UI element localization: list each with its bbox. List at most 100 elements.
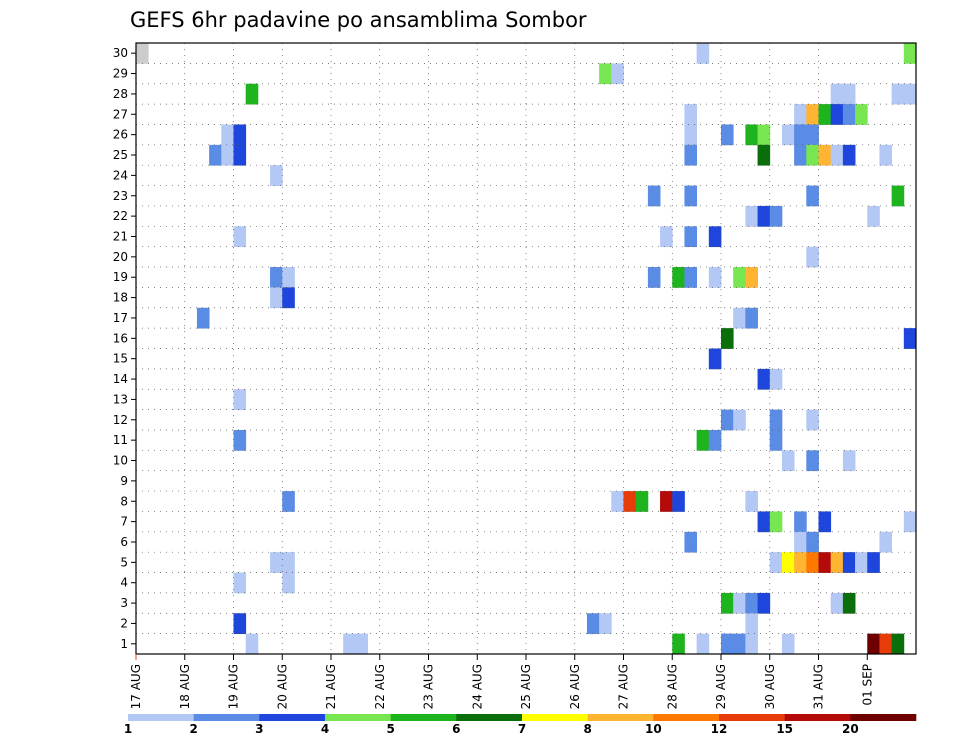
heatmap-cell (830, 552, 844, 573)
colorbar-swatch (719, 714, 785, 721)
heatmap-cell (794, 124, 807, 146)
heatmap-cell (136, 43, 149, 64)
heatmap-cell (818, 552, 832, 573)
heatmap-cell (757, 144, 771, 166)
heatmap-cells (136, 43, 917, 655)
heatmap-cell (745, 205, 758, 227)
heatmap-cell (708, 267, 722, 288)
colorbar-swatch (784, 714, 851, 721)
heatmap-cell (781, 552, 795, 573)
heatmap-cell (684, 267, 698, 288)
colorbar-legend: 1 2 3 4 5 6 7 8 10 12 15 20 (124, 714, 917, 736)
heatmap-cell (830, 83, 844, 105)
heatmap-cell (233, 124, 247, 146)
y-tick-label: 21 (113, 229, 128, 243)
y-tick-label: 29 (113, 67, 128, 81)
heatmap-cell (806, 124, 819, 146)
x-tick-label: 19 AUG (227, 664, 241, 709)
heatmap-cell (891, 185, 905, 207)
heatmap-cell (769, 368, 783, 390)
x-tick-label: 21 AUG (324, 664, 338, 709)
gridlines (136, 43, 916, 654)
heatmap-cell (233, 429, 247, 451)
heatmap-cell (282, 552, 295, 573)
heatmap-cell (599, 63, 612, 85)
colorbar-swatch (522, 714, 588, 721)
y-tick-label: 28 (113, 87, 128, 101)
heatmap-cell (270, 552, 283, 573)
heatmap-cell (245, 633, 259, 655)
colorbar-label: 20 (842, 722, 859, 736)
heatmap-cell (830, 144, 844, 166)
colorbar-label: 10 (645, 722, 662, 736)
x-tick-label: 20 AUG (275, 664, 289, 709)
chart-title: GEFS 6hr padavine po ansamblima Sombor (130, 8, 587, 32)
heatmap-cell (343, 633, 356, 655)
heatmap-cell (733, 592, 746, 614)
colorbar-swatch (325, 714, 391, 721)
heatmap-cell (196, 307, 210, 329)
y-tick-label: 4 (120, 576, 128, 590)
heatmap-cell (769, 552, 783, 573)
heatmap-cell (769, 409, 783, 431)
heatmap-cell (245, 83, 259, 105)
x-tick-label: 01 SEP (860, 664, 874, 706)
heatmap-cell (867, 633, 880, 655)
heatmap-cell (611, 491, 624, 512)
heatmap-cell (684, 185, 698, 207)
heatmap-cell (708, 348, 722, 370)
colorbar-label: 8 (583, 722, 591, 736)
x-tick-label: 24 AUG (470, 664, 484, 709)
colorbar-swatch (653, 714, 720, 721)
heatmap-cell (891, 633, 905, 655)
heatmap-cell (660, 226, 673, 248)
heatmap-cell (769, 429, 783, 451)
x-tick-label: 30 AUG (763, 664, 777, 709)
heatmap-cell (842, 450, 856, 472)
heatmap-cell (794, 144, 807, 166)
heatmap-cell (282, 491, 295, 512)
heatmap-cell (696, 429, 710, 451)
y-tick-label: 22 (113, 209, 128, 223)
y-tick-label: 7 (120, 515, 128, 529)
heatmap-cell (233, 572, 247, 594)
colorbar-label: 5 (386, 722, 394, 736)
heatmap-cell (757, 592, 771, 614)
y-tick-label: 9 (120, 474, 128, 488)
heatmap-cell (806, 552, 819, 573)
heatmap-cell (733, 267, 746, 288)
heatmap-cell (745, 491, 758, 512)
heatmap-cell (696, 633, 710, 655)
heatmap-cell (599, 613, 612, 635)
x-tick-label: 18 AUG (178, 664, 192, 709)
colorbar-label: 15 (776, 722, 793, 736)
y-tick-label: 5 (120, 555, 128, 569)
heatmap-cell (830, 592, 844, 614)
heatmap-cell (696, 43, 710, 64)
heatmap-cell (647, 185, 661, 207)
heatmap-cell (721, 592, 734, 614)
y-tick-label: 26 (113, 128, 128, 142)
colorbar-swatch (456, 714, 523, 721)
heatmap-cell (745, 592, 758, 614)
heatmap-cell (806, 104, 819, 125)
heatmap-cell (721, 409, 734, 431)
heatmap-cell (672, 267, 685, 288)
colorbar-label: 2 (189, 722, 197, 736)
heatmap-cell (842, 104, 856, 125)
y-tick-label: 16 (113, 331, 128, 345)
heatmap-cell (879, 531, 893, 553)
heatmap-cell (842, 552, 856, 573)
heatmap-cell (757, 205, 771, 227)
heatmap-cell (708, 226, 722, 248)
colorbar-swatch (193, 714, 260, 721)
x-tick-label: 22 AUG (373, 664, 387, 709)
heatmap-cell (842, 144, 856, 166)
heatmap-cell (721, 124, 734, 146)
colorbar-label: 7 (518, 722, 526, 736)
heatmap-cell (270, 267, 283, 288)
heatmap-cell (233, 226, 247, 248)
heatmap-cell (806, 450, 819, 472)
heatmap-cell (903, 43, 917, 64)
